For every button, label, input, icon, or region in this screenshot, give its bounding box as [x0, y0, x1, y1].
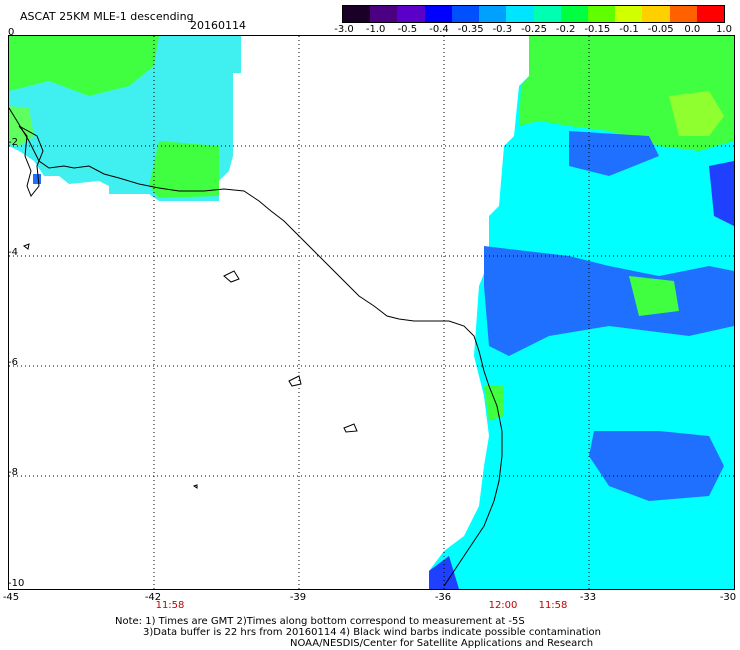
note-line-1: Note: 1) Times are GMT 2)Times along bot…: [115, 616, 525, 627]
x-label-3: -36: [434, 592, 452, 603]
x-label-2: -39: [289, 592, 307, 603]
pass-time-0: 11:58: [155, 600, 185, 611]
colorbar-swatch: [343, 6, 371, 22]
y-label-4: -8: [8, 467, 18, 478]
colorbar-tick-label: -0.15: [584, 24, 611, 35]
colorbar-swatch: [506, 6, 534, 22]
colorbar-tick-label: -0.2: [555, 24, 576, 35]
colorbar-swatch: [642, 6, 670, 22]
note-line-2: 3)Data buffer is 22 hrs from 20160114 4)…: [143, 627, 601, 638]
colorbar-swatch: [397, 6, 425, 22]
swath-west-green-north: [9, 36, 159, 96]
swath-east-green-coast: [484, 386, 504, 421]
swath-east-blue-north: [569, 131, 659, 176]
y-label-2: -4: [8, 247, 18, 258]
y-label-3: -6: [8, 357, 18, 368]
colorbar-tick-label: 0.0: [684, 24, 701, 35]
product-date: 20160114: [190, 19, 246, 32]
swath-west-green-south: [149, 141, 219, 198]
colorbar-tick-label: -0.25: [521, 24, 547, 35]
pass-time-1: 12:00: [488, 600, 518, 611]
swath-east-blue-band: [484, 246, 734, 356]
colorbar-swatch: [533, 6, 561, 22]
colorbar-swatch: [696, 6, 725, 22]
swath-east-green-center: [629, 276, 679, 316]
colorbar-tick-label: -0.1: [619, 24, 639, 35]
swath-east-yellowgreen: [669, 91, 724, 136]
colorbar-swatch: [451, 6, 480, 22]
product-title: ASCAT 25KM MLE-1 descending: [20, 10, 194, 23]
colorbar-swatch: [479, 6, 507, 22]
y-label-5: -10: [8, 578, 25, 589]
x-label-0: -45: [2, 592, 20, 603]
swath-east: [429, 36, 734, 589]
graticule: [9, 36, 734, 589]
pass-time-2: 11:58: [538, 600, 568, 611]
map-svg: [9, 36, 734, 589]
colorbar-tick-label: 1.0: [716, 24, 732, 35]
x-label-1: -42: [144, 592, 162, 603]
x-label-5: -30: [719, 592, 737, 603]
colorbar-swatch: [424, 6, 452, 22]
y-label-0: 0: [8, 27, 15, 38]
colorbar-swatch: [587, 6, 616, 22]
y-label-1: -2: [8, 137, 18, 148]
swath-east-blue-edge: [709, 161, 734, 226]
swath-east-blue-south: [589, 431, 724, 501]
swath-west-blue-pixel: [33, 174, 41, 184]
coastline: [9, 107, 503, 587]
colorbar-swatch: [615, 6, 643, 22]
colorbar-tick-label: -0.5: [397, 24, 418, 35]
map-panel: [8, 35, 735, 590]
colorbar-tick-label: -0.4: [429, 24, 449, 35]
colorbar-swatch: [669, 6, 697, 22]
swath-west: [9, 36, 241, 201]
x-label-4: -33: [579, 592, 597, 603]
colorbar-tick-label: -3.0: [334, 24, 354, 35]
colorbar-tick-label: -0.3: [492, 24, 513, 35]
colorbar-swatch: [560, 6, 588, 22]
colorbar-tick-labels: -3.0 -1.0 -0.5 -0.4 -0.35 -0.3 -0.25 -0.2 -0.15-…: [330, 24, 732, 36]
swath-west-green-west: [9, 106, 34, 146]
colorbar-swatch: [370, 6, 398, 22]
colorbar-tick-label: -0.05: [647, 24, 674, 35]
note-line-3: NOAA/NESDIS/Center for Satellite Applica…: [290, 638, 594, 649]
colorbar-tick-label: -0.35: [457, 24, 484, 35]
colorbar: [342, 5, 725, 23]
colorbar-tick-label: -1.0: [365, 24, 386, 35]
